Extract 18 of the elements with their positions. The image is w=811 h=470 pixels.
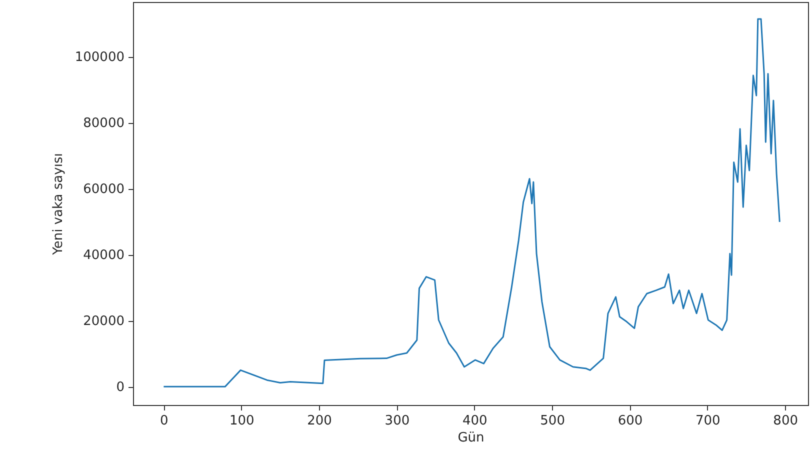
y-axis-title: Yeni vaka sayısı — [50, 153, 66, 256]
x-tick-label: 300 — [384, 414, 410, 428]
x-tick-label: 600 — [618, 414, 643, 428]
line-series — [162, 18, 780, 388]
x-axis-title: Gün — [458, 430, 484, 446]
y-tick-label: 0 — [116, 380, 124, 396]
y-tick-label: 60000 — [83, 182, 124, 198]
x-tick-label: 700 — [695, 414, 720, 428]
y-tick-label: 20000 — [83, 314, 124, 330]
y-tick-label: 80000 — [83, 116, 124, 132]
y-tick-label: 40000 — [83, 248, 124, 264]
y-tick-label: 100000 — [74, 50, 124, 66]
x-tick-label: 800 — [773, 414, 798, 428]
x-tick-label: 0 — [160, 414, 168, 428]
x-tick-label: 200 — [307, 414, 332, 428]
x-tick-label: 100 — [229, 414, 254, 428]
x-tick-label: 400 — [462, 414, 488, 428]
x-tick-label: 500 — [540, 414, 565, 428]
